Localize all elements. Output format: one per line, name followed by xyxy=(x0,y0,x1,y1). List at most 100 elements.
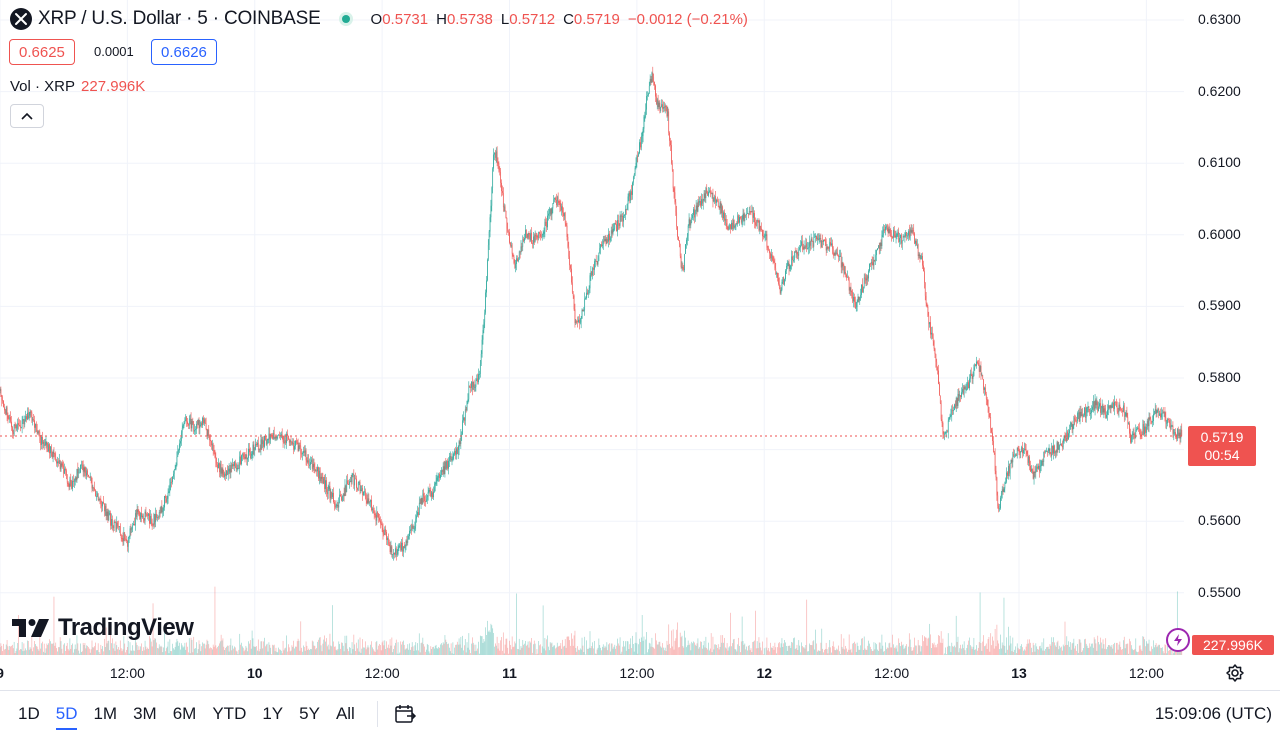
utc-clock[interactable]: 15:09:06 (UTC) xyxy=(1155,691,1272,737)
collapse-legend-button[interactable] xyxy=(10,104,44,128)
volume-bar xyxy=(442,645,443,655)
compare-calendar-icon[interactable] xyxy=(388,697,422,731)
volume-bar xyxy=(234,646,235,655)
volume-bar xyxy=(371,641,372,655)
volume-bar xyxy=(200,651,201,655)
candle-body xyxy=(747,213,748,214)
volume-bar xyxy=(684,631,685,655)
last-price-tag: 0.5719 00:54 xyxy=(1188,426,1256,466)
volume-bar xyxy=(880,643,881,655)
candle-body xyxy=(445,462,446,469)
gear-icon[interactable] xyxy=(1224,662,1246,684)
candle-body xyxy=(905,232,906,233)
candle-body xyxy=(994,452,995,453)
range-1d-button[interactable]: 1D xyxy=(10,691,48,737)
volume-bar xyxy=(152,646,153,655)
volume-bar xyxy=(55,643,56,655)
volume-bar xyxy=(1156,643,1157,655)
candle-body xyxy=(20,425,21,427)
volume-bar xyxy=(1168,651,1169,655)
candle-body xyxy=(866,279,867,281)
range-5d-button[interactable]: 5D xyxy=(48,691,86,737)
volume-bar xyxy=(694,642,695,655)
candle-body xyxy=(800,246,801,248)
candle-body xyxy=(582,310,583,319)
candle-body xyxy=(289,439,290,442)
candle-body xyxy=(259,449,260,450)
candle-body xyxy=(1173,426,1174,434)
candle-body xyxy=(508,232,509,233)
volume-bar xyxy=(398,642,399,655)
candle-body xyxy=(1089,406,1090,410)
volume-bar xyxy=(1118,650,1119,655)
candle-body xyxy=(215,457,216,463)
volume-bar xyxy=(857,643,858,655)
candle-body xyxy=(690,222,691,225)
volume-bar xyxy=(140,646,141,655)
candle-body xyxy=(97,493,98,496)
lightning-icon[interactable] xyxy=(1166,628,1190,652)
buy-price-button[interactable]: 0.6626 xyxy=(151,39,217,65)
range-1y-button[interactable]: 1Y xyxy=(254,691,291,737)
volume-bar xyxy=(202,642,203,655)
volume-bar xyxy=(627,641,628,655)
volume-bar xyxy=(181,643,182,655)
candle-body xyxy=(389,540,390,545)
volume-bar xyxy=(718,644,719,655)
volume-bar xyxy=(1086,644,1087,655)
candle-body xyxy=(123,538,124,541)
tradingview-logo[interactable]: TradingView xyxy=(12,614,193,642)
candle-body xyxy=(544,232,545,234)
volume-bar xyxy=(139,650,140,655)
candle-body xyxy=(1005,482,1006,483)
candle-body xyxy=(900,235,901,238)
range-1m-button[interactable]: 1M xyxy=(85,691,125,737)
volume-bar xyxy=(861,639,862,655)
candle-body xyxy=(366,497,367,500)
candle-body xyxy=(651,79,652,83)
candle-body xyxy=(355,479,356,480)
volume-bar xyxy=(361,653,362,655)
volume-bar xyxy=(1140,645,1141,655)
candle-body xyxy=(200,425,201,428)
candle-body xyxy=(57,461,58,463)
candle-body xyxy=(950,416,951,420)
range-6m-button[interactable]: 6M xyxy=(165,691,205,737)
volume-bar xyxy=(1077,644,1078,655)
candle-body xyxy=(960,395,961,397)
range-3m-button[interactable]: 3M xyxy=(125,691,165,737)
candle-body xyxy=(1158,409,1159,416)
candle-body xyxy=(176,465,177,469)
volume-bar xyxy=(1023,651,1024,655)
volume-bar xyxy=(507,648,508,655)
volume-bar xyxy=(905,648,906,655)
candle-body xyxy=(592,268,593,276)
time-tick-label: 12:00 xyxy=(874,665,909,681)
range-all-button[interactable]: All xyxy=(328,691,363,737)
volume-bar xyxy=(926,638,927,655)
candle-body xyxy=(1010,463,1011,473)
volume-bar xyxy=(168,642,169,655)
volume-bar xyxy=(873,651,874,655)
sell-price-button[interactable]: 0.6625 xyxy=(9,39,75,65)
candle-body xyxy=(836,253,837,254)
range-ytd-button[interactable]: YTD xyxy=(204,691,254,737)
candle-body xyxy=(93,488,94,489)
candle-body xyxy=(164,496,165,507)
volume-bar xyxy=(279,649,280,655)
candle-body xyxy=(310,462,311,465)
volume-bar xyxy=(506,639,507,655)
volume-bar xyxy=(874,642,875,655)
volume-bar xyxy=(246,646,247,655)
candle-body xyxy=(116,522,117,529)
volume-bar xyxy=(701,642,702,655)
volume-bar xyxy=(736,650,737,655)
symbol-title[interactable]: XRP / U.S. Dollar · 5 · COINBASE xyxy=(38,8,321,30)
range-5y-button[interactable]: 5Y xyxy=(291,691,328,737)
volume-bar xyxy=(577,646,578,655)
price-tick-label: 0.6200 xyxy=(1198,83,1241,99)
candle-body xyxy=(782,282,783,290)
candle-body xyxy=(459,441,460,449)
candle-body xyxy=(1074,417,1075,419)
candle-body xyxy=(273,433,274,439)
